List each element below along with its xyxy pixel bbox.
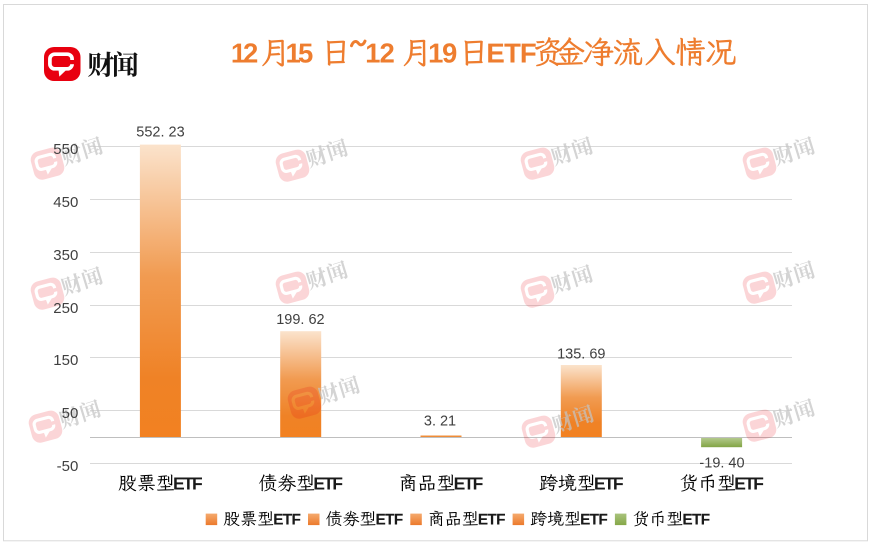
svg-text:150: 150 [53,352,78,369]
svg-text:350: 350 [53,247,78,264]
svg-text:135. 69: 135. 69 [557,346,605,362]
svg-text:550: 550 [53,141,78,158]
svg-text:50: 50 [62,405,79,422]
svg-text:-50: -50 [57,458,79,475]
svg-text:-19. 40: -19. 40 [699,456,744,472]
svg-text:450: 450 [53,194,78,211]
svg-text:3. 21: 3. 21 [424,414,456,430]
svg-text:552. 23: 552. 23 [136,125,184,141]
svg-text:199. 62: 199. 62 [276,312,324,328]
svg-text:250: 250 [53,300,78,317]
